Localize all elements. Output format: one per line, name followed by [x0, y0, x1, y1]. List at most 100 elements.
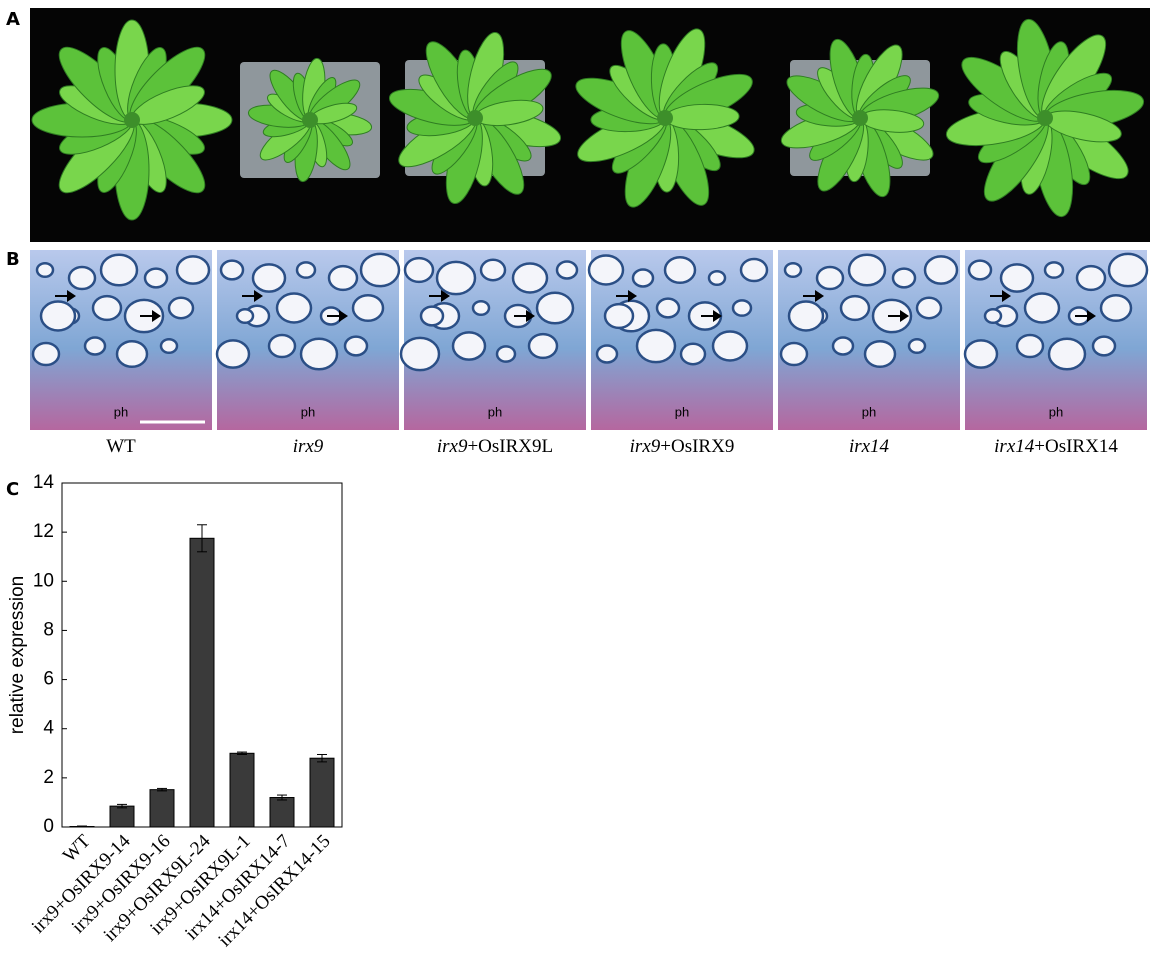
vessel [329, 266, 357, 290]
ph-marker: ph [114, 404, 128, 419]
vessel [217, 340, 249, 367]
rosette-center [124, 112, 140, 128]
rosette-center [1037, 110, 1053, 126]
vessel [513, 264, 547, 293]
rosette-center [467, 110, 483, 126]
ph-marker: ph [488, 404, 502, 419]
y-tick-label: 0 [43, 816, 54, 837]
bar [270, 798, 294, 827]
genotype-label: irx9+OsIRX9L [437, 436, 553, 457]
bar [230, 753, 254, 827]
genotype-label: irx14+OsIRX14 [994, 436, 1118, 457]
vessel [69, 267, 95, 289]
vessel [665, 257, 695, 283]
vessel [1093, 337, 1115, 356]
rosette-center [657, 110, 673, 126]
vessel [605, 304, 633, 328]
label-part: +OsIRX9L [467, 436, 553, 457]
vessel [909, 339, 925, 353]
vessel [297, 262, 315, 277]
ph-marker: ph [675, 404, 689, 419]
vessel [1017, 335, 1043, 357]
bar [150, 790, 174, 827]
vessel [785, 263, 801, 277]
vessel [537, 293, 573, 324]
vessel [557, 262, 577, 279]
vessel [713, 332, 747, 361]
vessel [733, 300, 751, 315]
vessel [353, 295, 383, 321]
label-part: irx9 [437, 436, 468, 457]
vessel [345, 337, 367, 356]
y-axis-label: relative expression [7, 576, 28, 734]
y-tick-label: 4 [43, 718, 54, 739]
label-part: +OsIRX14 [1034, 436, 1118, 457]
vessel [421, 307, 443, 326]
vessel [597, 346, 617, 363]
vessel [865, 341, 895, 367]
vessel [1049, 339, 1085, 370]
ph-marker: ph [1049, 404, 1063, 419]
vessel [161, 339, 177, 353]
micrographs: ph ph ph ph ph ph [30, 250, 1147, 430]
label-part: irx14 [994, 436, 1035, 457]
ph-marker: ph [301, 404, 315, 419]
vessel [221, 261, 243, 280]
vessel [117, 341, 147, 367]
y-tick-label: 8 [43, 619, 54, 640]
vessel [657, 299, 679, 318]
vessel [473, 301, 489, 315]
vessel [841, 296, 869, 320]
vessel [497, 346, 515, 361]
vessel [833, 338, 853, 355]
vessel [589, 256, 623, 285]
bar [310, 758, 334, 827]
vessel [101, 255, 137, 286]
vessel [969, 261, 991, 280]
vessel [1001, 264, 1033, 291]
vessel [269, 335, 295, 357]
vessel [925, 256, 957, 283]
panel-label: C [6, 479, 19, 500]
vessel [437, 262, 475, 294]
vessel [41, 302, 75, 331]
vessel [361, 254, 399, 286]
label-part: irx9 [293, 436, 324, 457]
y-tick-label: 2 [43, 767, 54, 788]
vessel [85, 338, 105, 355]
bar [110, 806, 134, 827]
bar [190, 538, 214, 827]
vessel [1077, 266, 1105, 290]
vessel [169, 298, 193, 318]
label-part: +OsIRX9 [660, 436, 734, 457]
vessel [681, 344, 705, 364]
vessel [37, 263, 53, 277]
vessel [93, 296, 121, 320]
vessel [177, 256, 209, 283]
vessel [985, 309, 1001, 323]
vessel [741, 259, 767, 281]
vessel [253, 264, 285, 291]
vessel [481, 260, 505, 280]
y-tick-label: 6 [43, 669, 54, 690]
label-part: WT [106, 436, 136, 457]
genotype-label: WT [106, 436, 136, 457]
genotype-labels: WT irx9 irx9+OsIRX9L irx9 +OsIRX9 irx14 i… [106, 436, 1118, 457]
vessel [633, 270, 653, 287]
y-tick-label: 10 [33, 570, 54, 591]
genotype-label: irx14 [849, 436, 890, 457]
vessel [637, 330, 675, 362]
vessel [529, 334, 557, 358]
vessel [301, 339, 337, 370]
vessel [405, 258, 433, 282]
panel-label: B [6, 249, 20, 270]
vessel [1045, 262, 1063, 277]
genotype-label: irx9 [293, 436, 324, 457]
vessel [709, 271, 725, 285]
vessel [849, 255, 885, 286]
y-tick-label: 12 [33, 521, 54, 542]
ph-marker: ph [862, 404, 876, 419]
